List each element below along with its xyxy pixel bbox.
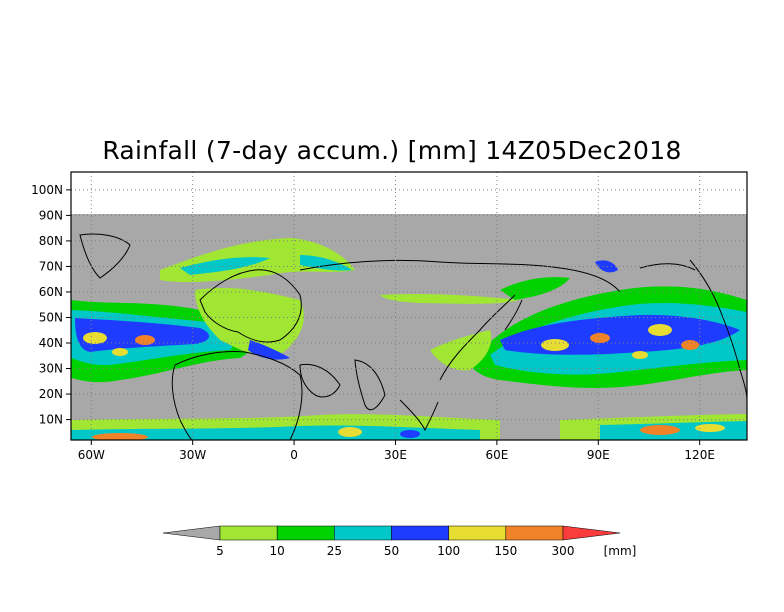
colorbar: 5 10 25 50 100 150 300 [mm] (162, 525, 637, 558)
latitude-labels: 100N 90N 80N 70N 60N 50N 40N 30N 20N 10N (31, 183, 71, 427)
colorbar-threshold-label: 5 (216, 544, 224, 558)
lon-label: 90E (587, 448, 610, 462)
colorbar-threshold-label: 25 (327, 544, 342, 558)
colorbar-segment (448, 525, 507, 541)
colorbar-threshold-label: 50 (384, 544, 399, 558)
lon-label: 120E (684, 448, 715, 462)
lat-label: 100N (31, 183, 63, 197)
colorbar-threshold-label: 150 (494, 544, 517, 558)
lon-label: 30W (179, 448, 206, 462)
lat-label: 40N (39, 336, 63, 350)
lat-label: 90N (39, 208, 63, 222)
colorbar-segment (334, 525, 392, 541)
longitude-labels: 60W30W030E60E90E120E150E180150W120W (78, 440, 715, 462)
colorbar-unit-label: [mm] (604, 544, 637, 558)
lat-label: 80N (39, 234, 63, 248)
lat-label: 30N (39, 362, 63, 376)
lon-label: 0 (290, 448, 298, 462)
colorbar-high-triangle (562, 525, 621, 541)
lat-lon-grid (71, 172, 747, 440)
colorbar-threshold-label: 300 (552, 544, 575, 558)
colorbar-threshold-label: 100 (437, 544, 460, 558)
lon-label: 60E (485, 448, 508, 462)
colorbar-segment (505, 525, 564, 541)
colorbar-low-triangle (162, 525, 221, 541)
lat-label: 70N (39, 259, 63, 273)
colorbar-threshold-label: 10 (270, 544, 285, 558)
colorbar-segment (219, 525, 278, 541)
lon-label: 30E (384, 448, 407, 462)
lat-label: 60N (39, 285, 63, 299)
coastlines (79, 233, 747, 440)
lon-label: 60W (78, 448, 105, 462)
plot-frame (70, 171, 748, 441)
lat-label: 50N (39, 310, 63, 324)
colorbar-segment (391, 525, 449, 541)
colorbar-segment (276, 525, 335, 541)
map-title: Rainfall (7-day accum.) [mm] 14Z05Dec201… (102, 136, 682, 165)
lat-label: 10N (39, 413, 63, 427)
lat-label: 20N (39, 387, 63, 401)
